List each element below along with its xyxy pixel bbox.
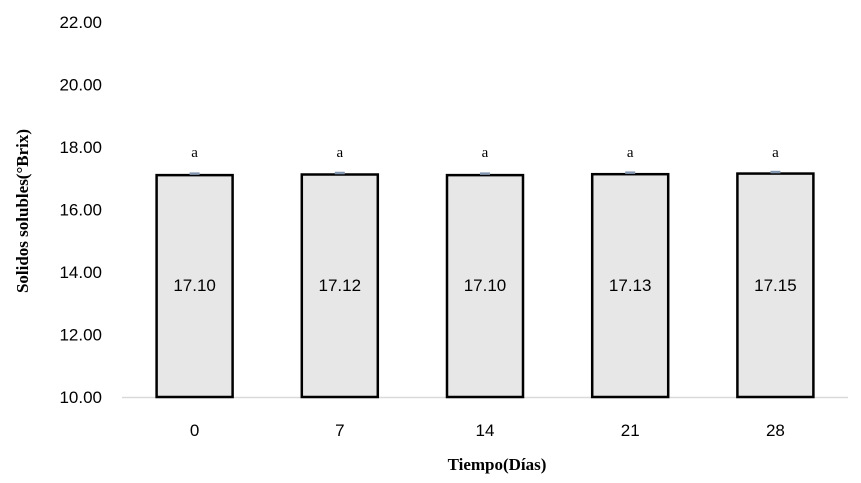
- significance-letter: a: [772, 145, 779, 161]
- bars-group: 17.10 a 17.12 a 17.10 a 17.13 a 17.15 a: [155, 145, 815, 399]
- y-tick-label: 12.00: [59, 326, 102, 345]
- x-axis-ticks: 0 7 14 21 28: [190, 421, 785, 440]
- bar-14: [445, 173, 525, 399]
- significance-letter: a: [482, 145, 489, 161]
- y-axis-title: Solidos solubles(°Brix): [13, 129, 32, 293]
- y-tick-label: 10.00: [59, 388, 102, 407]
- bar-0: [155, 173, 234, 399]
- y-tick-label: 16.00: [59, 201, 102, 220]
- bar-7: [300, 173, 380, 399]
- data-label: 17.15: [754, 276, 797, 295]
- x-axis-title: Tiempo(Días): [448, 455, 547, 474]
- significance-letter: a: [336, 145, 343, 161]
- x-tick-label: 7: [335, 421, 344, 440]
- significance-letter: a: [191, 145, 198, 161]
- x-tick-label: 14: [476, 421, 495, 440]
- significance-letter: a: [627, 145, 634, 161]
- bar-21: [590, 172, 670, 399]
- y-tick-label: 20.00: [59, 76, 102, 95]
- y-tick-label: 22.00: [59, 13, 102, 32]
- data-label: 17.10: [464, 276, 507, 295]
- data-label: 17.12: [319, 276, 362, 295]
- data-label: 17.10: [173, 276, 216, 295]
- y-axis-ticks: 10.00 12.00 14.00 16.00 18.00 20.00 22.00: [59, 13, 102, 407]
- x-tick-label: 0: [190, 421, 199, 440]
- y-tick-label: 14.00: [59, 263, 102, 282]
- data-label: 17.13: [609, 276, 652, 295]
- x-tick-label: 28: [766, 421, 785, 440]
- bar-28: [736, 172, 815, 399]
- x-tick-label: 21: [621, 421, 640, 440]
- y-tick-label: 18.00: [59, 138, 102, 157]
